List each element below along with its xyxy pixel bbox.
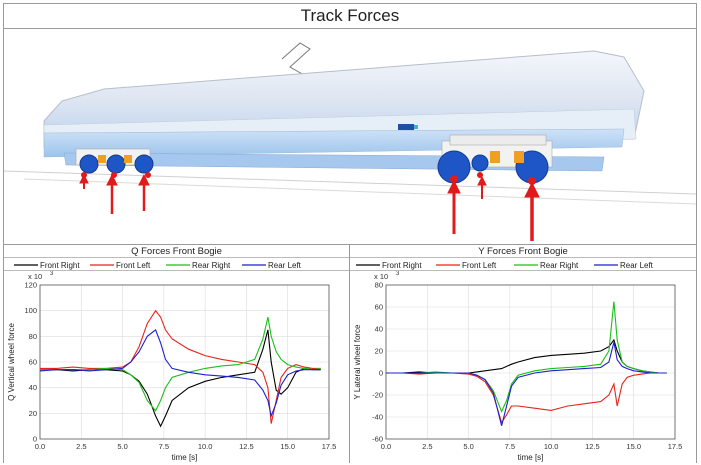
legend-label-front-left: Front Left — [116, 261, 151, 270]
y-x-tick-label: 0.0 — [381, 442, 391, 451]
legend-label-rear-left: Rear Left — [620, 261, 654, 270]
q-x-tick-label: 17.5 — [322, 442, 337, 451]
y-x-tick-label: 7.5 — [505, 442, 515, 451]
q-panel-title: Q Forces Front Bogie — [131, 246, 222, 257]
q-y-tick-label: 20 — [29, 409, 37, 418]
q-y-tick-label: 80 — [29, 332, 37, 341]
y-y-tick-label: 60 — [375, 303, 383, 312]
left-bogie — [75, 148, 154, 178]
y-exponent-label: x 10 — [374, 272, 388, 281]
legend-label-rear-right: Rear Right — [192, 261, 231, 270]
q-series-front-right — [40, 329, 321, 428]
y-legend: Front Right Front Left Rear Right Rear L… — [350, 257, 696, 271]
q-x-axis-label: time [s] — [172, 453, 198, 462]
train-3d-model-icon — [3, 42, 697, 241]
q-exponent-label: x 10 — [28, 272, 42, 281]
q-y-tick-label: 40 — [29, 383, 37, 392]
legend-label-front-right: Front Right — [382, 261, 422, 270]
q-series-front-left — [40, 309, 321, 424]
y-exponent-power: 3 — [396, 271, 400, 277]
q-x-tick-label: 15.0 — [280, 442, 295, 451]
y-x-tick-label: 2.5 — [422, 442, 432, 451]
q-exponent-power: 3 — [50, 271, 54, 277]
q-x-tick-label: 7.5 — [159, 442, 169, 451]
q-plot-frame — [39, 284, 330, 440]
q-series-rear-right — [40, 316, 321, 412]
q-y-tick-label: 100 — [24, 306, 37, 315]
track-forces-window: Track Forces — [3, 3, 697, 463]
y-plot-frame — [385, 284, 676, 440]
y-y-tick-label: 80 — [375, 281, 383, 290]
y-y-axis-label: Y Lateral wheel force — [353, 324, 362, 400]
legend-label-rear-right: Rear Right — [540, 261, 579, 270]
y-forces-panel: Y Forces Front Bogie Front Right Front L… — [350, 244, 696, 463]
legend-label-front-left: Front Left — [462, 261, 497, 270]
y-chart[interactable]: x 10 3 0.0 2.5 5.0 7.5 10.0 12.5 15.0 17.5 -60 -40 -… — [350, 271, 696, 463]
y-y-tick-label: -60 — [372, 435, 383, 444]
q-x-tick-label: 12.5 — [239, 442, 254, 451]
right-bogie — [437, 134, 553, 185]
window-title: Track Forces — [4, 4, 696, 29]
q-x-tick-label: 2.5 — [76, 442, 86, 451]
legend-label-front-right: Front Right — [40, 261, 80, 270]
y-y-tick-label: -40 — [372, 413, 383, 422]
y-x-tick-label: 5.0 — [463, 442, 473, 451]
force-arrows — [79, 173, 540, 241]
y-series-front-left — [386, 372, 667, 424]
y-y-tick-label: 0 — [379, 369, 383, 378]
y-y-tick-label: 20 — [375, 347, 383, 356]
y-x-tick-label: 10.0 — [544, 442, 559, 451]
q-y-tick-label: 60 — [29, 358, 37, 367]
y-x-tick-label: 17.5 — [668, 442, 683, 451]
q-legend: Front Right Front Left Rear Right Rear L… — [4, 257, 349, 271]
q-x-tick-label: 10.0 — [198, 442, 213, 451]
y-x-tick-label: 15.0 — [626, 442, 641, 451]
y-x-tick-label: 12.5 — [585, 442, 600, 451]
q-chart[interactable]: x 10 3 0.0 2.5 5.0 7.5 10.0 12.5 15.0 17.5 0 20 40 60… — [4, 271, 349, 463]
legend-label-rear-left: Rear Left — [268, 261, 302, 270]
train-3d-scene[interactable] — [3, 29, 697, 244]
y-panel-title: Y Forces Front Bogie — [478, 246, 568, 257]
q-x-tick-label: 5.0 — [117, 442, 127, 451]
q-y-axis-label: Q Vertical wheel force — [7, 323, 16, 401]
y-series-rear-left — [386, 342, 667, 426]
q-x-tick-label: 0.0 — [35, 442, 45, 451]
y-y-tick-label: 40 — [375, 325, 383, 334]
q-forces-panel: Q Forces Front Bogie Front Right Front L… — [4, 244, 350, 463]
y-x-axis-label: time [s] — [518, 453, 544, 462]
y-y-tick-label: -20 — [372, 391, 383, 400]
q-y-tick-label: 0 — [33, 435, 37, 444]
q-series-rear-left — [39, 329, 321, 418]
q-y-tick-label: 120 — [24, 281, 37, 290]
